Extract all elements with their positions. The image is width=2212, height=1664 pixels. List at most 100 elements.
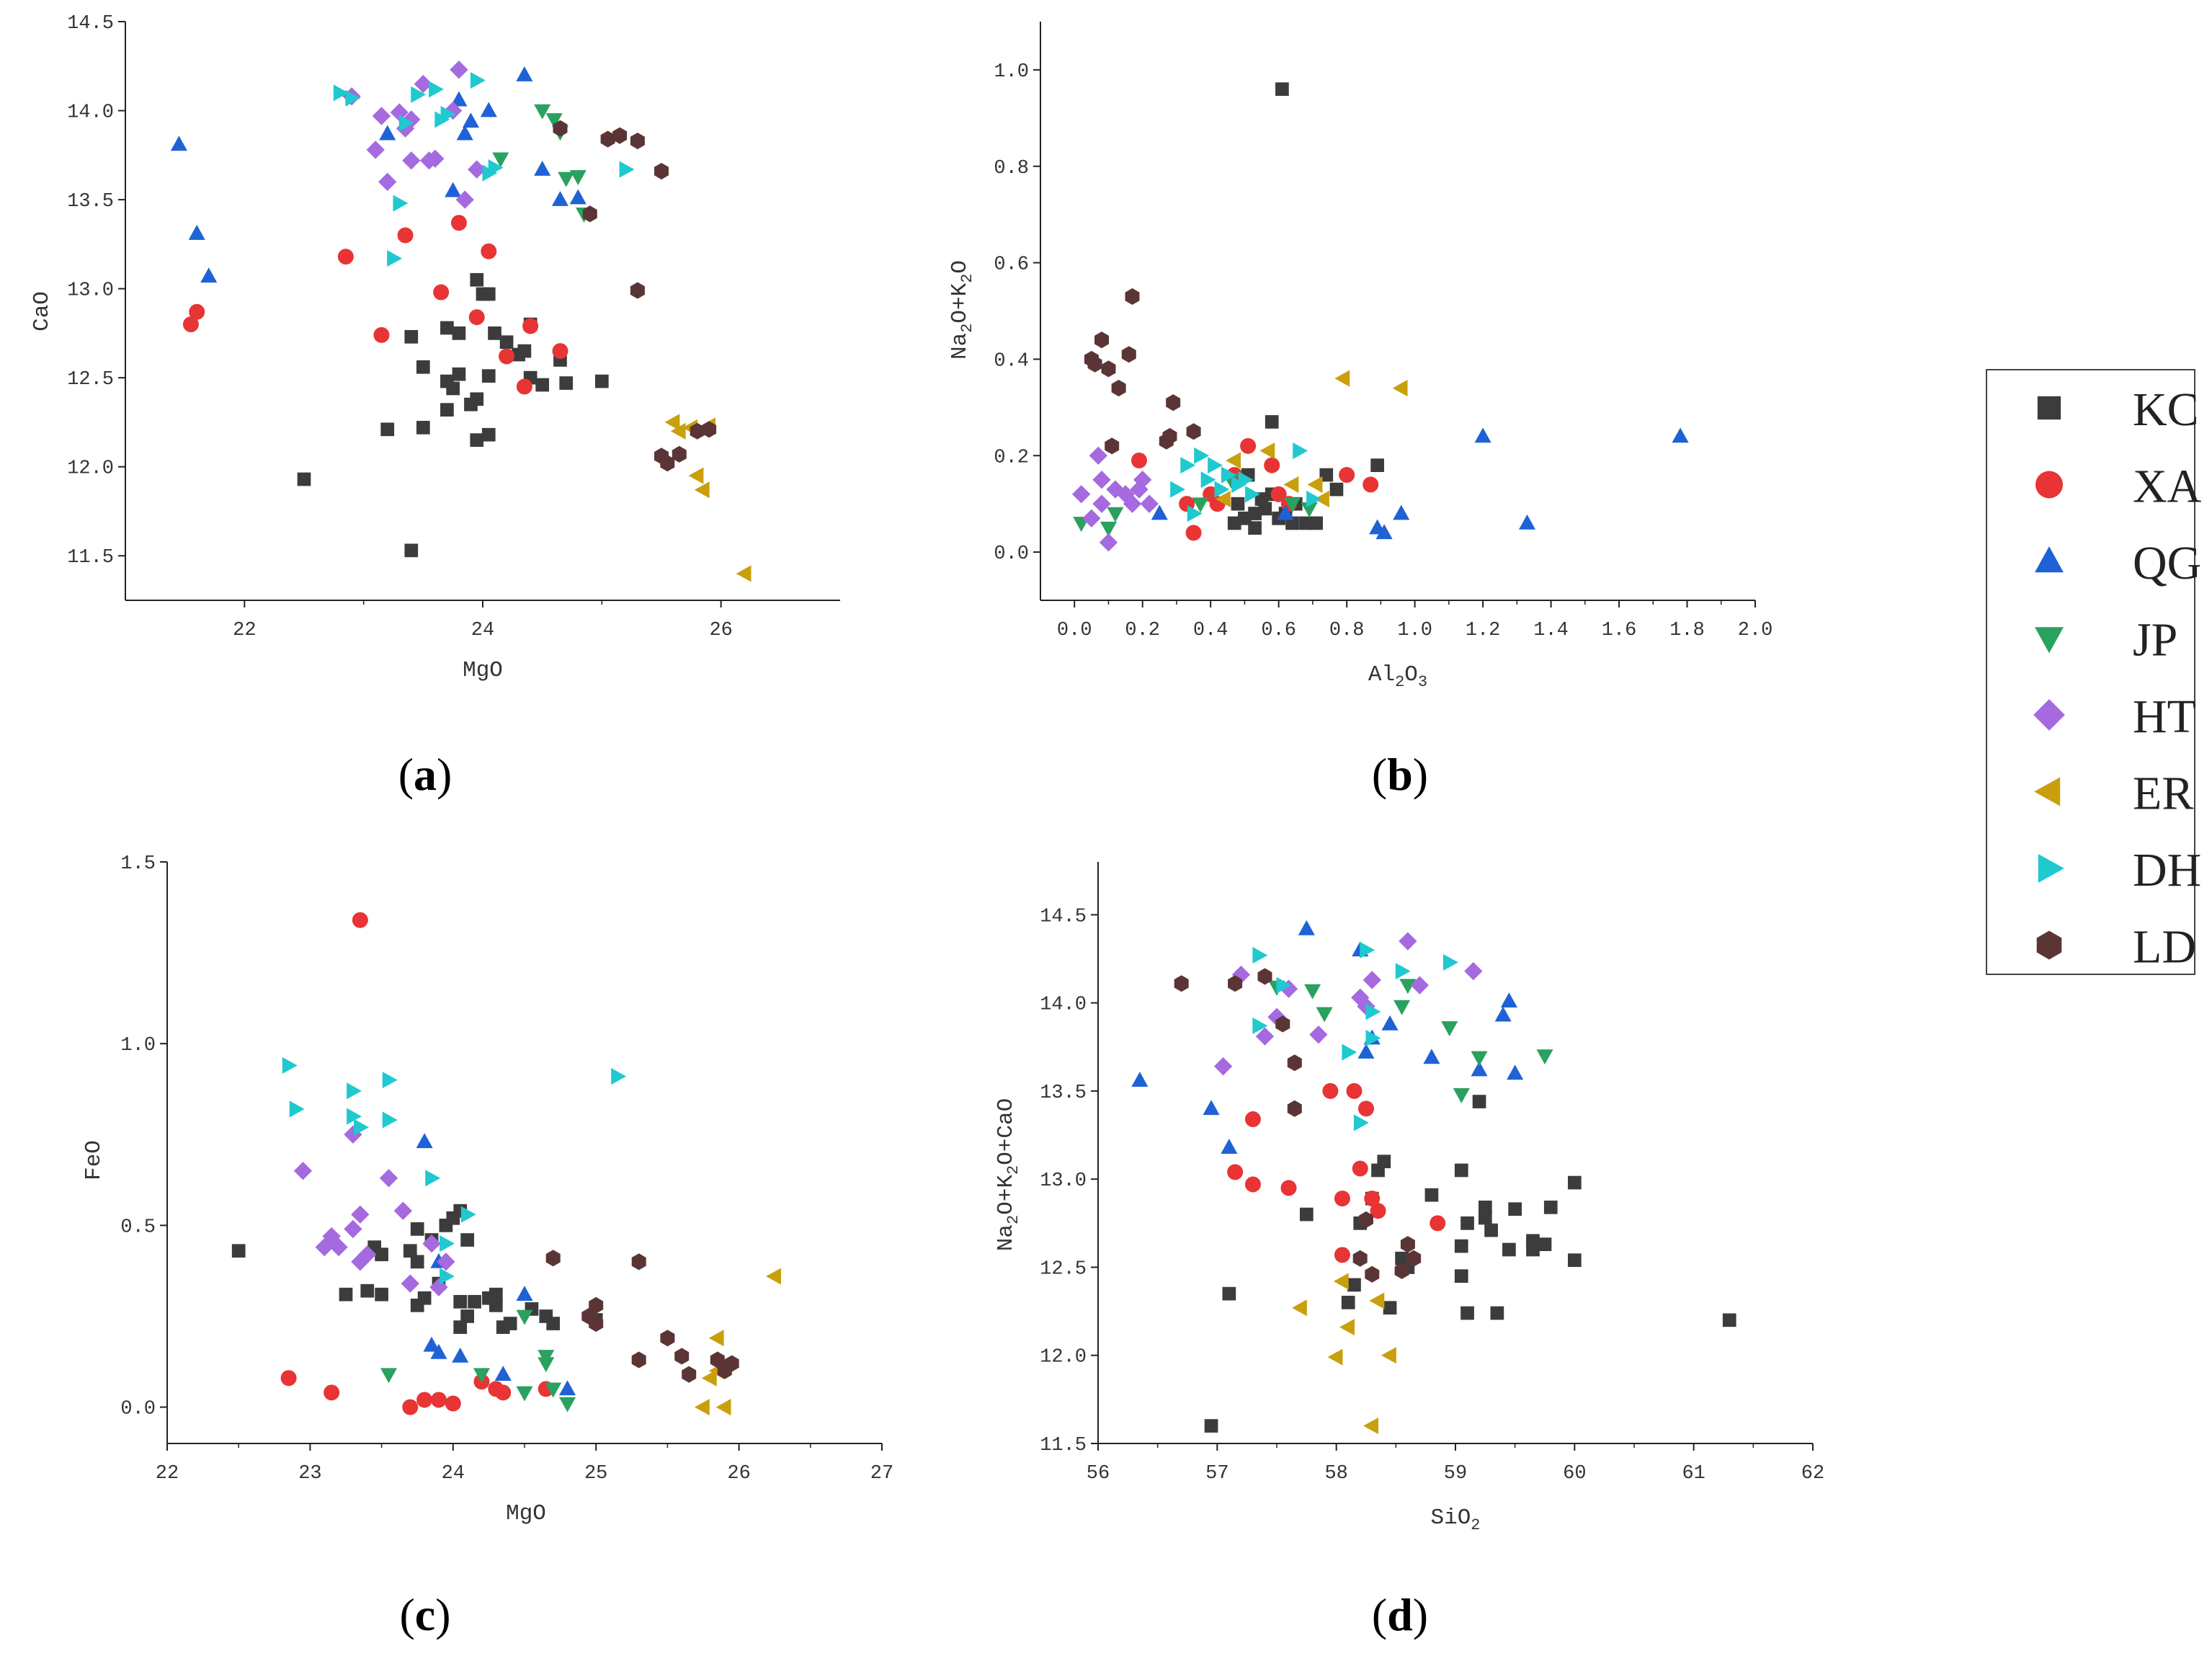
data-point-qg — [188, 224, 205, 240]
data-point-kc — [1538, 1237, 1552, 1252]
y-tick-label: 13.0 — [1040, 1170, 1087, 1192]
data-point-dh — [382, 1111, 398, 1129]
y-tick-label: 0.4 — [994, 350, 1029, 372]
x-tick-label: 1.6 — [1602, 620, 1637, 641]
data-point-kc — [1248, 521, 1262, 535]
data-point-xa — [1363, 476, 1379, 493]
data-point-jp — [516, 1386, 533, 1402]
data-point-kc — [360, 1283, 375, 1298]
x-tick-label: 24 — [442, 1463, 465, 1485]
data-point-dh — [425, 1170, 441, 1187]
data-point-qg — [423, 1336, 440, 1352]
data-point-qg — [1131, 1072, 1149, 1087]
data-point-kc — [1454, 1269, 1468, 1283]
data-point-kc — [1490, 1306, 1504, 1320]
data-point-kc — [1454, 1163, 1468, 1178]
data-point-dh — [345, 89, 361, 107]
data-point-ld — [1257, 968, 1272, 985]
data-point-kc — [446, 381, 460, 396]
data-point-ld — [724, 1355, 739, 1372]
data-point-ld — [1365, 1265, 1380, 1283]
data-point-jp — [538, 1357, 555, 1373]
data-point-kc — [1478, 1211, 1492, 1225]
x-tick-label: 57 — [1205, 1463, 1228, 1485]
data-point-dh — [1208, 457, 1223, 474]
x-tick-label: 62 — [1801, 1463, 1824, 1485]
data-point-kc — [404, 543, 419, 558]
data-point-ht — [358, 1245, 377, 1264]
data-point-kc — [1319, 468, 1334, 482]
data-point-xa — [1334, 1191, 1350, 1207]
data-point-kc — [1567, 1175, 1582, 1190]
data-point-dh — [1200, 471, 1216, 489]
data-point-ht — [1140, 494, 1159, 513]
data-point-xa — [481, 243, 497, 259]
data-point-ld — [1174, 975, 1189, 992]
data-point-ht — [1255, 1027, 1275, 1046]
data-point-xa — [280, 1370, 297, 1387]
data-point-qg — [1277, 504, 1294, 520]
data-point-dh — [1276, 976, 1292, 994]
data-point-er — [670, 422, 686, 440]
data-point-ld — [631, 1253, 646, 1271]
data-point-ld — [1094, 332, 1109, 349]
data-point-ht — [1213, 1057, 1233, 1076]
y-tick-label: 14.5 — [1040, 906, 1087, 927]
data-point-kc — [1567, 1253, 1582, 1268]
data-point-er — [1215, 490, 1231, 508]
data-point-xa — [433, 284, 450, 301]
data-point-xa — [1264, 457, 1280, 473]
data-point-kc — [452, 326, 466, 340]
panel-c-ticks: 22 23 24 25 26 27 0.0 0.5 1.0 1.5 — [120, 853, 893, 1485]
x-tick-label: 25 — [584, 1463, 607, 1485]
data-point-dh — [429, 81, 444, 98]
data-point-ld — [630, 282, 645, 299]
data-point-qg — [200, 267, 218, 283]
data-point-xa — [1240, 437, 1257, 454]
data-point-qg — [445, 182, 462, 197]
legend: KC XA QG JP HT ER DH LD — [1986, 369, 2202, 975]
data-point-xa — [1280, 1180, 1297, 1196]
data-point-qg — [430, 1343, 447, 1359]
data-point-ld — [660, 1330, 675, 1347]
data-point-kc — [1377, 1154, 1391, 1169]
data-point-kc — [453, 1294, 468, 1309]
data-point-kc — [1254, 492, 1269, 506]
y-tick-label: 14.0 — [1040, 995, 1087, 1016]
data-point-dh — [1187, 505, 1203, 522]
data-point-qg — [1474, 427, 1491, 443]
data-point-ht — [1410, 976, 1430, 995]
x-tick-label: 1.2 — [1466, 620, 1501, 641]
data-point-kc — [417, 1291, 432, 1305]
data-point-kc — [1543, 1200, 1558, 1214]
data-point-xa — [1130, 452, 1147, 468]
data-point-er — [688, 467, 704, 484]
data-point-kc — [594, 374, 609, 388]
data-point-ht — [1123, 494, 1142, 513]
data-point-dh — [347, 1082, 362, 1100]
x-tick-label: 24 — [471, 620, 494, 641]
y-tick-label: 1.0 — [994, 61, 1029, 83]
data-point-jp — [558, 1397, 576, 1412]
data-point-ht — [1464, 961, 1483, 981]
data-point-dh — [1365, 1003, 1381, 1020]
data-point-dh — [470, 71, 486, 89]
data-point-dh — [411, 86, 427, 103]
data-point-kc — [470, 392, 484, 406]
data-point-xa — [1244, 1176, 1261, 1193]
legend-label-dh: DH — [2133, 844, 2201, 896]
data-point-kc — [470, 433, 484, 447]
data-point-dh — [460, 1206, 476, 1223]
data-point-kc — [1424, 1188, 1439, 1202]
data-point-xa — [1185, 525, 1202, 541]
data-point-xa — [189, 303, 205, 320]
data-point-dh — [1365, 1029, 1381, 1047]
data-point-jp — [516, 1309, 533, 1325]
data-point-er — [694, 1399, 710, 1416]
data-point-xa — [468, 309, 485, 326]
panel-c: 22 23 24 25 26 27 0.0 0.5 1.0 1.5 MgO FeO (c) — [81, 853, 893, 1640]
data-point-kc — [1472, 1095, 1486, 1108]
data-point-ld — [682, 1366, 697, 1383]
data-point-ld — [1394, 1262, 1409, 1279]
data-point-dh — [347, 1108, 362, 1125]
